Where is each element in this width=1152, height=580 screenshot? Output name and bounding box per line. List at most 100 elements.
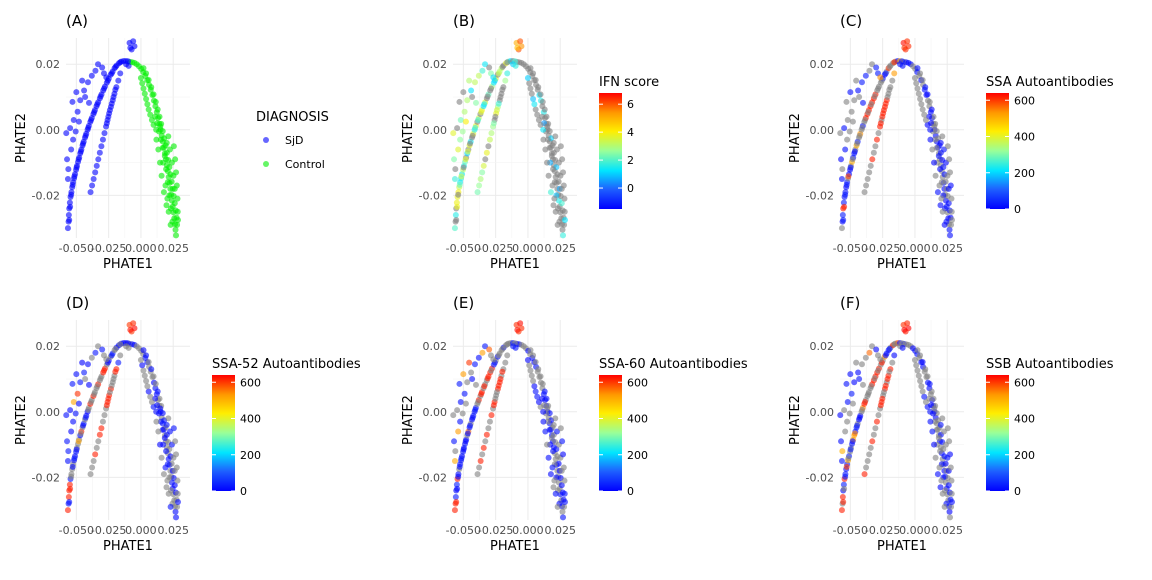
point-value — [927, 136, 934, 143]
point-value — [847, 446, 854, 453]
point-missing — [540, 136, 547, 143]
point-value — [882, 382, 889, 389]
point-value — [479, 169, 486, 176]
point-missing — [453, 216, 460, 223]
point-value — [92, 349, 99, 356]
point-sjd — [95, 61, 102, 68]
point-missing — [559, 508, 566, 515]
point-missing — [475, 398, 482, 405]
point-missing — [913, 362, 920, 369]
y-tick-label: -0.02 — [32, 471, 60, 484]
point-value — [475, 354, 482, 361]
point-sjd — [87, 189, 94, 196]
point-value — [451, 175, 458, 182]
point-value — [869, 156, 876, 163]
point-value — [862, 398, 869, 405]
point-value — [931, 441, 938, 448]
point-value — [856, 414, 863, 421]
point-missing — [527, 347, 534, 354]
point-value — [845, 173, 852, 180]
point-missing — [460, 89, 467, 96]
point-control — [150, 121, 157, 128]
point-missing — [527, 85, 534, 92]
point-sjd — [105, 113, 112, 120]
panel-label: (A) — [66, 12, 88, 30]
point-missing — [936, 182, 943, 189]
point-value — [64, 457, 71, 464]
point-control — [170, 143, 177, 150]
point-value — [929, 428, 936, 435]
point-sjd — [131, 43, 138, 50]
point-missing — [846, 128, 853, 135]
point-value — [947, 232, 954, 239]
point-value — [85, 381, 92, 388]
point-missing — [938, 195, 945, 202]
point-sjd — [112, 86, 119, 93]
point-value — [530, 95, 537, 102]
point-value — [879, 113, 886, 120]
point-missing — [551, 195, 558, 202]
point-sjd — [94, 101, 101, 108]
legend-key-control — [263, 161, 269, 167]
point-missing — [868, 383, 875, 390]
point-missing — [165, 490, 172, 497]
point-value — [543, 395, 550, 402]
point-sjd — [85, 99, 92, 106]
legend-title: SSB Autoantibodies — [986, 357, 1114, 372]
point-sjd — [77, 97, 84, 104]
colorbar — [212, 375, 235, 491]
point-missing — [861, 189, 868, 196]
x-tick-label: -0.025 — [865, 524, 900, 537]
point-missing — [891, 341, 898, 348]
point-control — [147, 111, 154, 118]
point-value — [139, 362, 146, 369]
point-value — [67, 485, 74, 492]
point-missing — [931, 136, 938, 143]
point-value — [70, 398, 77, 405]
point-value — [460, 371, 467, 378]
point-value — [843, 463, 850, 470]
colorbar-tick-label: 600 — [1014, 94, 1035, 107]
point-missing — [889, 359, 896, 366]
point-value — [866, 349, 873, 356]
point-sjd — [84, 79, 91, 86]
point-missing — [495, 352, 502, 359]
legend-key-sjd — [263, 137, 269, 143]
point-value — [495, 382, 502, 389]
point-value — [927, 418, 934, 425]
point-value — [927, 126, 934, 133]
point-missing — [482, 438, 489, 445]
point-sjd — [63, 130, 70, 137]
x-tick-label: -0.025 — [865, 242, 900, 255]
point-missing — [851, 97, 858, 104]
point-value — [472, 124, 479, 131]
point-value — [851, 148, 858, 155]
point-value — [453, 498, 460, 505]
point-value — [112, 368, 119, 375]
point-value — [455, 428, 462, 435]
point-value — [937, 166, 944, 173]
point-missing — [560, 169, 567, 176]
point-missing — [560, 182, 567, 189]
point-missing — [174, 503, 181, 510]
point-control — [172, 156, 179, 163]
point-missing — [117, 341, 124, 348]
point-missing — [174, 490, 181, 497]
y-axis-label: PHATE2 — [788, 395, 803, 445]
point-value — [862, 72, 869, 79]
point-missing — [560, 464, 567, 471]
point-missing — [854, 140, 861, 147]
point-value — [462, 118, 469, 125]
point-value — [464, 430, 471, 437]
point-sjd — [108, 100, 115, 107]
point-missing — [172, 438, 179, 445]
point-missing — [155, 428, 162, 435]
point-value — [64, 507, 71, 514]
point-value — [74, 390, 81, 397]
point-value — [455, 473, 462, 480]
point-missing — [530, 352, 537, 359]
point-control — [158, 172, 165, 179]
point-control — [165, 133, 172, 140]
